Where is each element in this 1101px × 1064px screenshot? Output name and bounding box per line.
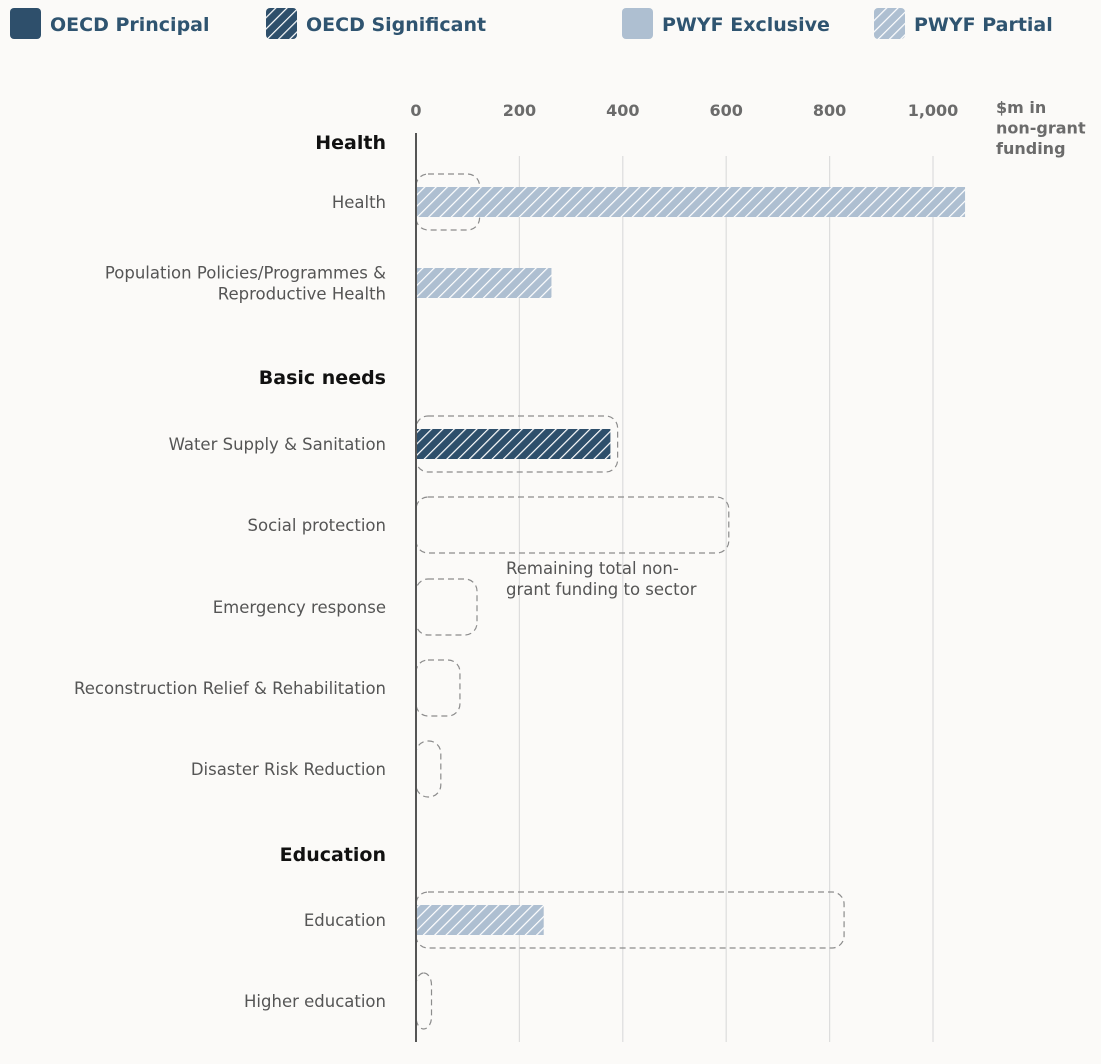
- annotation-line-1: Remaining total non-: [506, 559, 679, 578]
- tick-label-800: 800: [813, 101, 846, 120]
- category-label-population-policies-programmes-reproductive-health-line-2: Reproductive Health: [218, 285, 386, 304]
- tick-label-200: 200: [503, 101, 536, 120]
- bar-population-policies-programmes-reproductive-health: [416, 268, 552, 298]
- category-label-population-policies-programmes-reproductive-health-line-1: Population Policies/Programmes &: [105, 264, 386, 283]
- annotation-line-2: grant funding to sector: [506, 580, 697, 599]
- bars: [416, 187, 966, 935]
- total-outline-social-protection: [415, 496, 730, 554]
- group-label-education: Education: [280, 844, 386, 866]
- legend: OECD Principal OECD Significant PWYF Exclu…: [10, 8, 1053, 39]
- legend-label-oecd-principal: OECD Principal: [50, 14, 210, 36]
- legend-swatch-oecd-principal: [10, 8, 41, 39]
- legend-label-oecd-significant: OECD Significant: [306, 14, 486, 36]
- x-unit-label-line-2: non-grant: [996, 119, 1086, 138]
- group-label-basic-needs: Basic needs: [259, 367, 386, 389]
- total-outline-water-supply-sanitation: [415, 415, 619, 473]
- labels: Health Health Population Policies/Programm…: [74, 132, 697, 1011]
- bar-health: [416, 187, 966, 217]
- category-label-education: Education: [304, 911, 386, 930]
- bar-education: [416, 905, 544, 935]
- gridlines: [518, 156, 934, 1042]
- tick-label-400: 400: [606, 101, 639, 120]
- category-label-disaster-risk-reduction: Disaster Risk Reduction: [191, 760, 386, 779]
- category-label-health: Health: [332, 193, 386, 212]
- total-outline-emergency-response: [415, 578, 478, 636]
- total-outline-disaster-risk-reduction: [415, 740, 442, 798]
- category-label-water-supply-sanitation: Water Supply & Sanitation: [169, 435, 386, 454]
- bar-water-supply-sanitation: [416, 429, 611, 459]
- x-unit-label-line-3: funding: [996, 139, 1066, 158]
- category-label-reconstruction-relief-rehabilitation: Reconstruction Relief & Rehabilitation: [74, 679, 386, 698]
- legend-swatch-oecd-significant: [266, 8, 297, 39]
- tick-label-0: 0: [410, 101, 421, 120]
- legend-label-pwyf-exclusive: PWYF Exclusive: [662, 14, 830, 36]
- legend-swatch-pwyf-partial: [874, 8, 905, 39]
- tick-label-600: 600: [709, 101, 742, 120]
- tick-label-1000: 1,000: [908, 101, 959, 120]
- category-label-social-protection: Social protection: [248, 516, 386, 535]
- category-label-emergency-response: Emergency response: [213, 598, 386, 617]
- group-label-health: Health: [315, 132, 386, 154]
- x-unit-label-line-1: $m in: [996, 98, 1046, 117]
- category-label-higher-education: Higher education: [244, 992, 386, 1011]
- total-outline-reconstruction-relief-rehabilitation: [415, 659, 461, 717]
- legend-swatch-pwyf-exclusive: [622, 8, 653, 39]
- total-outline-higher-education: [415, 972, 433, 1030]
- total-outlines: [415, 173, 845, 1030]
- legend-label-pwyf-partial: PWYF Partial: [914, 14, 1053, 36]
